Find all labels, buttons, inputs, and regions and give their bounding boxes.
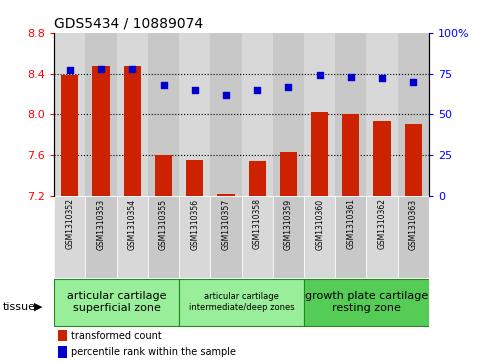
Point (284, 84, 292, 90)
Bar (304, 196, 335, 278)
Point (316, 72, 323, 78)
Point (97, 66, 105, 72)
Text: GSM1310355: GSM1310355 (159, 199, 168, 250)
Bar (124, 66, 141, 196)
Point (347, 74, 355, 79)
Text: GDS5434 / 10889074: GDS5434 / 10889074 (54, 16, 203, 30)
Bar (335, 196, 366, 278)
Text: GSM1310357: GSM1310357 (221, 199, 230, 250)
Text: GSM1310360: GSM1310360 (315, 199, 324, 250)
Text: growth plate cartilage
resting zone: growth plate cartilage resting zone (305, 291, 428, 313)
Bar (148, 196, 179, 278)
Bar (342, 114, 359, 196)
Bar (311, 112, 328, 196)
Bar (374, 122, 390, 196)
Bar (58, 346, 68, 358)
Point (191, 87, 199, 93)
Point (378, 76, 386, 81)
Text: GSM1310352: GSM1310352 (66, 199, 74, 249)
Bar (148, 33, 179, 196)
Bar (248, 161, 266, 196)
Text: GSM1310363: GSM1310363 (409, 199, 418, 250)
Text: transformed count: transformed count (71, 331, 162, 340)
Bar (398, 196, 429, 278)
Bar (179, 279, 304, 326)
Point (66, 68, 74, 73)
Bar (366, 33, 398, 196)
Bar (179, 33, 211, 196)
Point (253, 87, 261, 93)
Bar (155, 155, 172, 196)
Bar (179, 196, 211, 278)
Text: ▶: ▶ (34, 302, 42, 312)
Point (160, 82, 168, 88)
Bar (85, 196, 117, 278)
Bar (398, 33, 429, 196)
Bar (58, 330, 68, 341)
Bar (117, 196, 148, 278)
Text: GSM1310353: GSM1310353 (97, 199, 106, 250)
Point (222, 92, 230, 98)
Bar (280, 152, 297, 196)
Text: GSM1310354: GSM1310354 (128, 199, 137, 250)
Bar (242, 33, 273, 196)
Bar (54, 33, 85, 196)
Bar (335, 33, 366, 196)
Text: GSM1310358: GSM1310358 (253, 199, 262, 249)
Text: GSM1310356: GSM1310356 (190, 199, 199, 250)
Bar (93, 66, 109, 196)
Bar (366, 196, 398, 278)
Point (128, 66, 136, 72)
Bar (61, 74, 78, 196)
Text: articular cartilage
superficial zone: articular cartilage superficial zone (67, 291, 167, 313)
Text: GSM1310361: GSM1310361 (347, 199, 355, 249)
Bar (85, 33, 117, 196)
Bar (304, 33, 335, 196)
Bar (211, 33, 242, 196)
Bar (273, 196, 304, 278)
Bar (54, 196, 85, 278)
Bar (405, 123, 422, 196)
Point (409, 79, 417, 85)
Text: articular cartilage
intermediate/deep zones: articular cartilage intermediate/deep zo… (189, 292, 294, 312)
Bar (273, 33, 304, 196)
Bar (304, 279, 429, 326)
Text: percentile rank within the sample: percentile rank within the sample (71, 347, 236, 357)
Bar (117, 33, 148, 196)
Bar (186, 160, 203, 196)
Text: GSM1310362: GSM1310362 (378, 199, 387, 249)
Text: GSM1310359: GSM1310359 (284, 199, 293, 250)
Bar (211, 196, 242, 278)
Text: tissue: tissue (2, 302, 35, 312)
Bar (54, 279, 179, 326)
Bar (242, 196, 273, 278)
Bar (217, 194, 235, 196)
